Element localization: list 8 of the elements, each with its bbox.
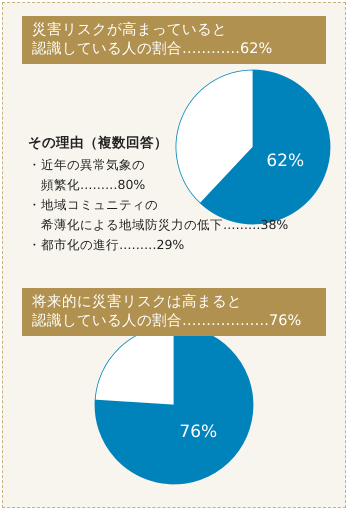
chart-title: 将来的に災害リスクは高まると認識している人の割合………………76% bbox=[22, 288, 326, 336]
text: ・近年の異常気象の頻繁化………80% bbox=[28, 157, 146, 192]
data-label: 62% bbox=[266, 150, 304, 171]
data-label: 76% bbox=[179, 422, 218, 442]
text: ・地域コミュニティの希薄化による地域防災力の低下………38% bbox=[28, 196, 290, 234]
text: その理由（複数回答） bbox=[28, 135, 168, 151]
text: ・都市化の進行………29% bbox=[28, 236, 186, 254]
chart-title: 災害リスクが高まっていると認識している人の割合…………62% bbox=[22, 16, 326, 64]
